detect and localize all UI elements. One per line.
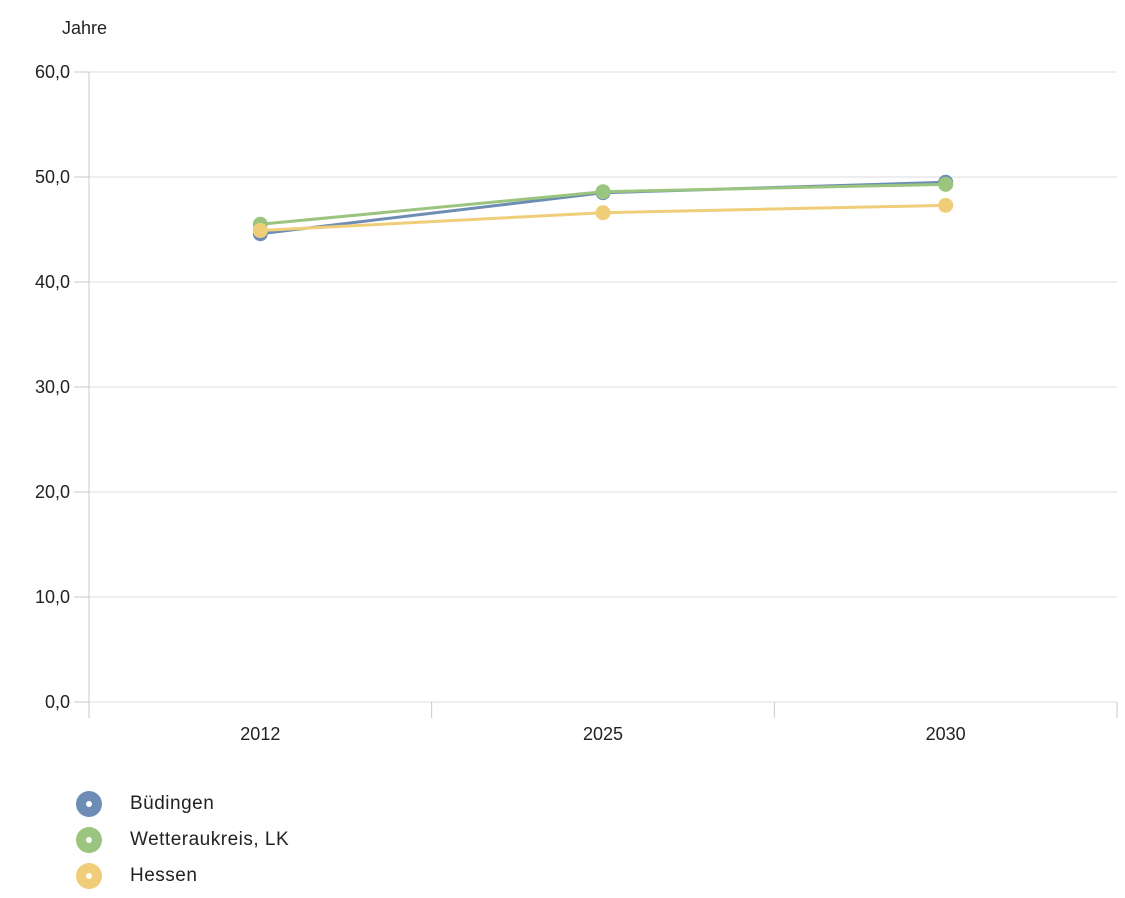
gridlines	[89, 71, 1117, 703]
legend-marker-icon	[76, 791, 102, 817]
x-tick-label: 2012	[240, 724, 280, 744]
y-tick-label: 60,0	[35, 62, 70, 82]
legend-label: Hessen	[130, 865, 198, 886]
x-tick-label: 2030	[926, 724, 966, 744]
legend-label: Wetteraukreis, LK	[130, 829, 290, 850]
legend-item-buedingen[interactable]: Büdingen	[76, 786, 289, 822]
y-axis-title: Jahre	[62, 18, 107, 38]
legend-marker-icon	[76, 827, 102, 853]
y-tick-label: 30,0	[35, 377, 70, 397]
data-point-1	[938, 176, 954, 192]
legend-label: Büdingen	[130, 793, 215, 814]
data-point-2	[595, 205, 611, 221]
x-tick-labels: 2012 2025 2030	[240, 724, 965, 744]
axes	[74, 71, 1118, 718]
data-point-2	[938, 197, 954, 213]
legend-item-hessen[interactable]: Hessen	[76, 858, 289, 894]
data-point-2	[252, 223, 268, 239]
legend-marker-icon	[76, 863, 102, 889]
y-tick-label: 0,0	[45, 692, 70, 712]
y-tick-label: 10,0	[35, 587, 70, 607]
legend-item-wetteraukreis[interactable]: Wetteraukreis, LK	[76, 822, 289, 858]
y-tick-label: 40,0	[35, 272, 70, 292]
series-points	[252, 174, 954, 242]
data-point-1	[595, 184, 611, 200]
legend: Büdingen Wetteraukreis, LK Hessen	[76, 786, 289, 894]
y-tick-label: 20,0	[35, 482, 70, 502]
x-tick-label: 2025	[583, 724, 623, 744]
y-tick-label: 50,0	[35, 167, 70, 187]
y-tick-labels: 0,0 10,0 20,0 30,0 40,0 50,0 60,0	[35, 62, 70, 712]
